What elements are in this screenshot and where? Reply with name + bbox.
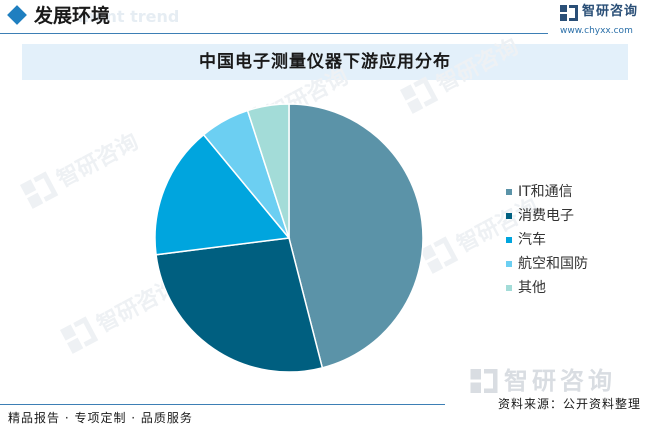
legend-swatch bbox=[506, 189, 512, 195]
legend-swatch bbox=[506, 285, 512, 291]
footer-brand-name: 智研咨询 bbox=[504, 367, 616, 395]
pie-slice-4 bbox=[246, 103, 290, 239]
legend-label: 消费电子 bbox=[518, 208, 574, 224]
brand-logo-icon bbox=[560, 5, 578, 21]
legend-swatch bbox=[506, 237, 512, 243]
section-title: 发展环境 bbox=[34, 5, 111, 27]
footer-divider bbox=[0, 404, 445, 405]
chart-legend: IT和通信消费电子汽车航空和国防其他 bbox=[506, 180, 646, 300]
legend-swatch bbox=[506, 261, 512, 267]
section-watermark: ment trend bbox=[78, 7, 180, 26]
chart-title-band: 中国电子测量仪器下游应用分布 bbox=[22, 44, 628, 80]
pie-slice-1 bbox=[155, 237, 324, 373]
legend-label: 汽车 bbox=[518, 232, 546, 248]
legend-item-1: 消费电子 bbox=[506, 204, 646, 228]
legend-label: 其他 bbox=[518, 280, 546, 296]
chart-title: 中国电子测量仪器下游应用分布 bbox=[199, 52, 451, 72]
data-source: 资料来源：公开资料整理 bbox=[498, 397, 642, 411]
footer-brand: 智研咨询 bbox=[470, 366, 640, 396]
brand-url: www.chyxx.com bbox=[560, 26, 633, 36]
legend-swatch bbox=[506, 213, 512, 219]
pie-slice-2 bbox=[154, 133, 291, 256]
legend-label: 航空和国防 bbox=[518, 256, 588, 272]
legend-item-4: 其他 bbox=[506, 276, 646, 300]
legend-label: IT和通信 bbox=[518, 184, 573, 200]
pie-slice-0 bbox=[288, 103, 424, 369]
footer-brand-logo-icon bbox=[470, 369, 498, 393]
header-divider bbox=[0, 33, 548, 34]
footer-tagline: 精品报告 · 专项定制 · 品质服务 bbox=[8, 411, 193, 425]
section-header: ment trend 发展环境 智研咨询 www.chyxx.com bbox=[0, 0, 650, 40]
legend-item-2: 汽车 bbox=[506, 228, 646, 252]
legend-item-0: IT和通信 bbox=[506, 180, 646, 204]
brand-name: 智研咨询 bbox=[582, 4, 639, 19]
legend-item-3: 航空和国防 bbox=[506, 252, 646, 276]
